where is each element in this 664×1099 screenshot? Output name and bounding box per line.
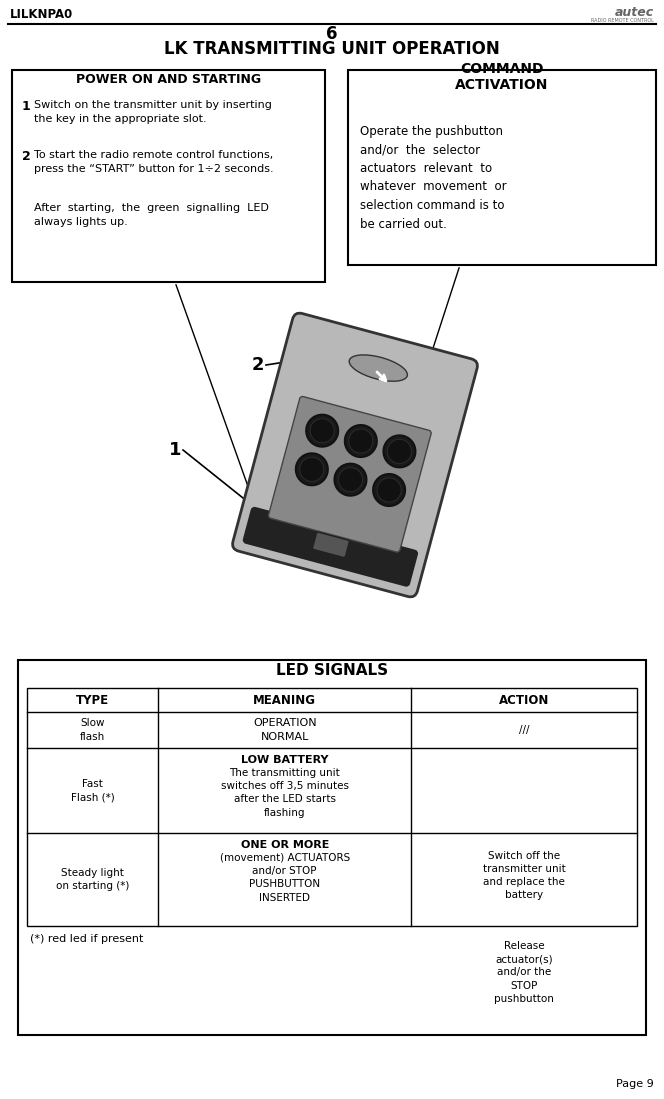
Circle shape <box>306 414 338 446</box>
Circle shape <box>300 457 324 481</box>
Text: RADIO REMOTE CONTROL: RADIO REMOTE CONTROL <box>591 18 654 22</box>
Text: autec: autec <box>615 7 654 20</box>
Text: 2: 2 <box>22 149 31 163</box>
FancyBboxPatch shape <box>232 313 477 597</box>
Circle shape <box>339 468 363 491</box>
FancyBboxPatch shape <box>12 70 325 282</box>
Text: The transmitting unit
switches off 3,5 minutes
after the LED starts
flashing: The transmitting unit switches off 3,5 m… <box>220 768 349 818</box>
Text: Release
actuator(s)
and/or the
STOP
pushbutton: Release actuator(s) and/or the STOP push… <box>494 941 554 1003</box>
FancyBboxPatch shape <box>18 660 646 1035</box>
Text: 2: 2 <box>252 356 264 374</box>
Ellipse shape <box>349 355 408 381</box>
Text: LK TRANSMITTING UNIT OPERATION: LK TRANSMITTING UNIT OPERATION <box>164 40 500 58</box>
Text: Steady light
on starting (*): Steady light on starting (*) <box>56 868 129 891</box>
Text: (movement) ACTUATORS
and/or STOP
PUSHBUTTON
INSERTED: (movement) ACTUATORS and/or STOP PUSHBUT… <box>220 853 350 902</box>
Text: Slow
flash: Slow flash <box>80 719 105 742</box>
Text: After  starting,  the  green  signalling  LED
always lights up.: After starting, the green signalling LED… <box>34 203 269 227</box>
Text: ///: /// <box>519 725 529 735</box>
Text: ONE OR MORE: ONE OR MORE <box>240 840 329 850</box>
Circle shape <box>296 453 328 486</box>
Text: 1: 1 <box>22 100 31 113</box>
Circle shape <box>349 429 373 453</box>
Circle shape <box>310 419 334 443</box>
Text: LILKNPA0: LILKNPA0 <box>10 8 73 21</box>
Text: COMMAND
ACTIVATION: COMMAND ACTIVATION <box>456 62 548 92</box>
Text: 1: 1 <box>169 441 181 459</box>
Circle shape <box>377 478 401 502</box>
Text: MEANING: MEANING <box>253 693 316 707</box>
Text: LOW BATTERY: LOW BATTERY <box>241 755 329 765</box>
Text: Switch off the
transmitter unit
and replace the
battery: Switch off the transmitter unit and repl… <box>483 851 566 900</box>
FancyBboxPatch shape <box>268 397 431 552</box>
Text: TYPE: TYPE <box>76 693 109 707</box>
Circle shape <box>373 474 405 506</box>
Text: 6: 6 <box>326 25 338 43</box>
Circle shape <box>383 435 416 467</box>
Text: To start the radio remote control functions,
press the “START” button for 1÷2 se: To start the radio remote control functi… <box>34 149 274 174</box>
FancyBboxPatch shape <box>348 70 656 265</box>
FancyBboxPatch shape <box>244 508 417 586</box>
Text: ACTION: ACTION <box>499 693 549 707</box>
Text: Switch on the transmitter unit by inserting
the key in the appropriate slot.: Switch on the transmitter unit by insert… <box>34 100 272 124</box>
Text: (*) red led if present: (*) red led if present <box>30 934 143 944</box>
FancyBboxPatch shape <box>313 532 349 557</box>
Text: POWER ON AND STARTING: POWER ON AND STARTING <box>76 73 261 86</box>
Circle shape <box>345 425 376 457</box>
Text: Fast
Flash (*): Fast Flash (*) <box>70 779 114 802</box>
Text: Operate the pushbutton
and/or  the  selector
actuators  relevant  to
whatever  m: Operate the pushbutton and/or the select… <box>360 125 507 231</box>
Circle shape <box>335 464 367 496</box>
Text: Page 9: Page 9 <box>616 1079 654 1089</box>
FancyBboxPatch shape <box>27 688 637 926</box>
Text: OPERATION
NORMAL: OPERATION NORMAL <box>253 719 317 742</box>
Text: LED SIGNALS: LED SIGNALS <box>276 663 388 678</box>
Circle shape <box>388 440 412 464</box>
